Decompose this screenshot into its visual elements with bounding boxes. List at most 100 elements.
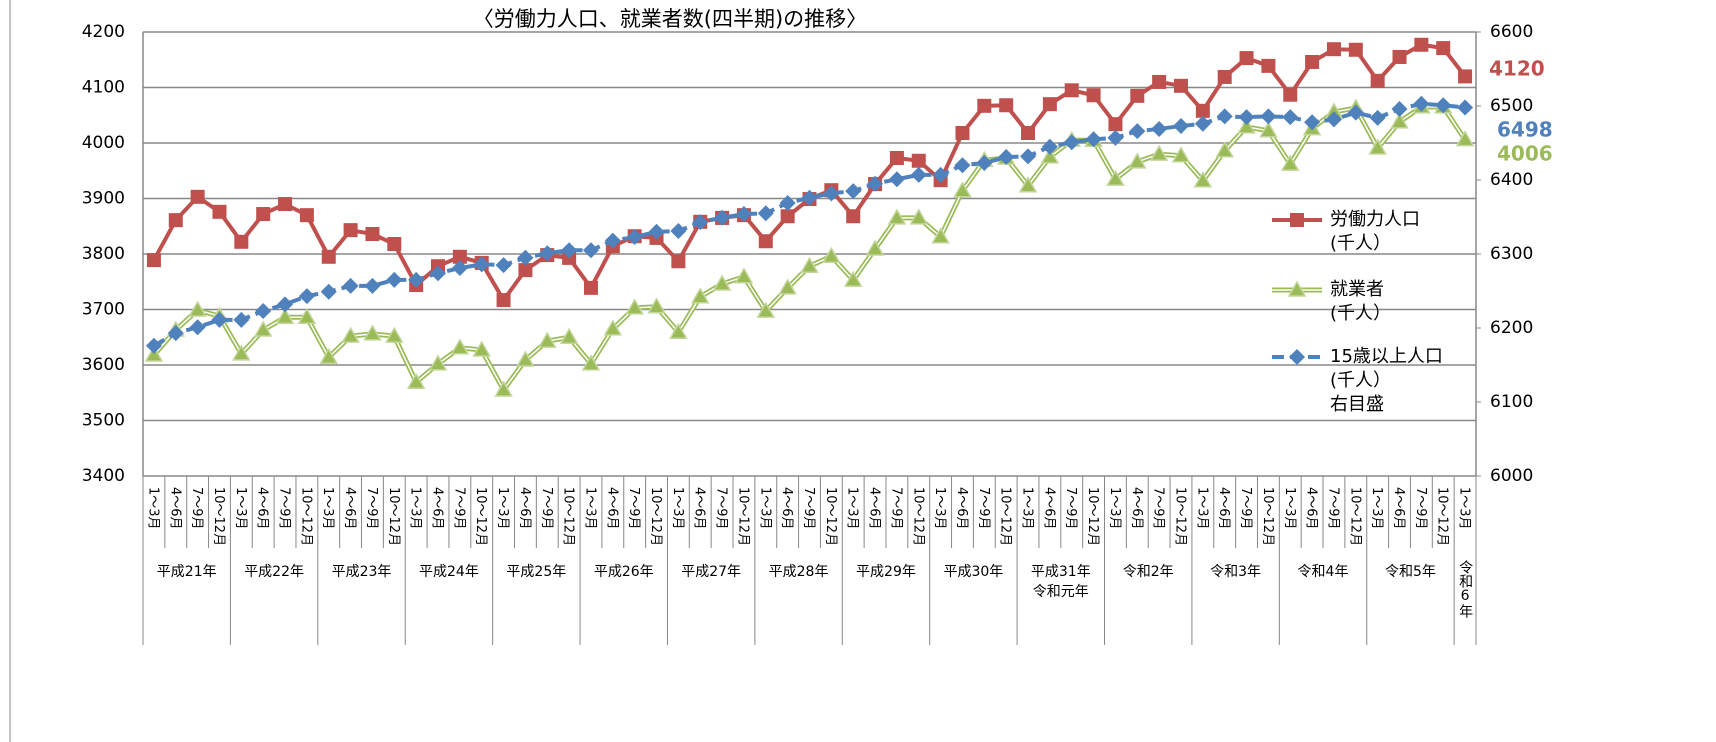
marker bbox=[1391, 100, 1408, 117]
x-tick-label: 1～3月 bbox=[1020, 487, 1035, 530]
y-tick-label: 3400 bbox=[82, 466, 125, 486]
marker bbox=[1063, 134, 1080, 151]
marker bbox=[1435, 97, 1452, 114]
marker bbox=[321, 249, 336, 264]
marker bbox=[1041, 138, 1058, 155]
marker bbox=[1018, 176, 1038, 193]
marker bbox=[1042, 97, 1057, 112]
x-tick-label: 10～12月 bbox=[1435, 487, 1450, 546]
marker bbox=[559, 327, 579, 344]
year-label: 平成27年 bbox=[681, 564, 742, 580]
x-tick-label: 10～12月 bbox=[1347, 487, 1362, 546]
x-tick-label: 4～6月 bbox=[342, 487, 357, 530]
marker bbox=[999, 98, 1014, 113]
marker bbox=[714, 209, 731, 226]
marker bbox=[625, 298, 644, 315]
marker bbox=[1127, 152, 1147, 169]
year-label: 平成28年 bbox=[768, 564, 829, 580]
marker bbox=[341, 326, 360, 343]
marker bbox=[386, 271, 403, 288]
marker bbox=[516, 350, 535, 367]
marker bbox=[234, 234, 249, 249]
marker bbox=[692, 214, 709, 231]
marker bbox=[1392, 49, 1407, 64]
marker bbox=[428, 354, 448, 371]
x-tick-label: 7～9月 bbox=[801, 487, 816, 530]
x-tick-label: 7～9月 bbox=[277, 487, 292, 530]
marker bbox=[1260, 108, 1277, 125]
marker bbox=[1368, 138, 1387, 155]
marker bbox=[167, 325, 184, 342]
marker bbox=[823, 185, 840, 202]
marker bbox=[232, 344, 251, 361]
x-tick-label: 1～3月 bbox=[932, 487, 947, 530]
x-tick-label: 1～3月 bbox=[1457, 487, 1472, 530]
marker bbox=[1217, 69, 1232, 84]
x-tick-label: 4～6月 bbox=[867, 487, 882, 530]
end-value-label: 4120 bbox=[1489, 57, 1545, 81]
marker bbox=[604, 232, 621, 249]
marker bbox=[887, 208, 907, 225]
marker bbox=[452, 249, 467, 264]
marker bbox=[1108, 117, 1123, 132]
marker bbox=[735, 206, 752, 223]
y2-tick-label: 6200 bbox=[1490, 318, 1533, 338]
marker bbox=[1173, 78, 1188, 93]
marker bbox=[450, 338, 470, 355]
year-label: 平成30年 bbox=[943, 564, 1004, 580]
marker bbox=[1194, 115, 1211, 132]
marker bbox=[1064, 83, 1079, 98]
marker bbox=[1325, 111, 1342, 128]
marker bbox=[581, 354, 601, 371]
marker bbox=[1216, 108, 1233, 125]
x-tick-label: 10～12月 bbox=[386, 487, 401, 546]
marker bbox=[211, 311, 228, 328]
x-tick-label: 7～9月 bbox=[714, 487, 729, 530]
marker bbox=[582, 242, 599, 259]
marker bbox=[1040, 147, 1060, 164]
year-label: 平成21年 bbox=[156, 564, 217, 580]
marker bbox=[319, 347, 339, 364]
x-tick-label: 7～9月 bbox=[626, 487, 641, 530]
y2-tick-label: 6100 bbox=[1490, 392, 1533, 412]
marker bbox=[387, 237, 402, 252]
marker bbox=[1152, 74, 1167, 89]
marker bbox=[364, 277, 381, 294]
x-tick-label: 4～6月 bbox=[517, 487, 532, 530]
marker bbox=[518, 263, 533, 278]
x-tick-label: 7～9月 bbox=[1413, 487, 1428, 530]
y-tick-label: 3900 bbox=[82, 189, 125, 209]
year-label: 令和3年 bbox=[1210, 564, 1262, 580]
marker bbox=[756, 301, 776, 318]
x-tick-label: 4～6月 bbox=[1129, 487, 1144, 530]
marker bbox=[1195, 103, 1210, 118]
end-value-label: 4006 bbox=[1497, 142, 1553, 166]
year-label: 平成31年 令和元年 bbox=[1030, 564, 1091, 600]
marker bbox=[778, 278, 797, 295]
marker bbox=[406, 372, 426, 389]
marker bbox=[278, 197, 293, 212]
x-tick-label: 4～6月 bbox=[954, 487, 969, 530]
x-tick-label: 7～9月 bbox=[1238, 487, 1253, 530]
x-tick-label: 10～12月 bbox=[823, 487, 838, 546]
y-tick-label: 3500 bbox=[82, 411, 125, 431]
marker bbox=[998, 149, 1015, 166]
marker bbox=[889, 150, 904, 165]
marker bbox=[1193, 171, 1213, 188]
x-tick-label: 10～12月 bbox=[1172, 487, 1187, 546]
y-tick-label: 3700 bbox=[82, 300, 125, 320]
x-tick-label: 1～3月 bbox=[1194, 487, 1209, 530]
legend-label: 労働力人口 (千人） bbox=[1330, 209, 1420, 254]
marker bbox=[253, 320, 273, 337]
marker bbox=[1280, 154, 1300, 171]
x-tick-label: 1～3月 bbox=[582, 487, 597, 530]
marker bbox=[299, 208, 314, 223]
x-tick-label: 4～6月 bbox=[1041, 487, 1056, 530]
marker bbox=[845, 183, 862, 200]
marker bbox=[145, 337, 162, 354]
legend-label: 就業者 (千人） bbox=[1330, 279, 1392, 324]
marker bbox=[1129, 123, 1146, 140]
marker bbox=[430, 265, 447, 282]
marker bbox=[757, 205, 774, 222]
year-label: 平成22年 bbox=[244, 564, 305, 580]
